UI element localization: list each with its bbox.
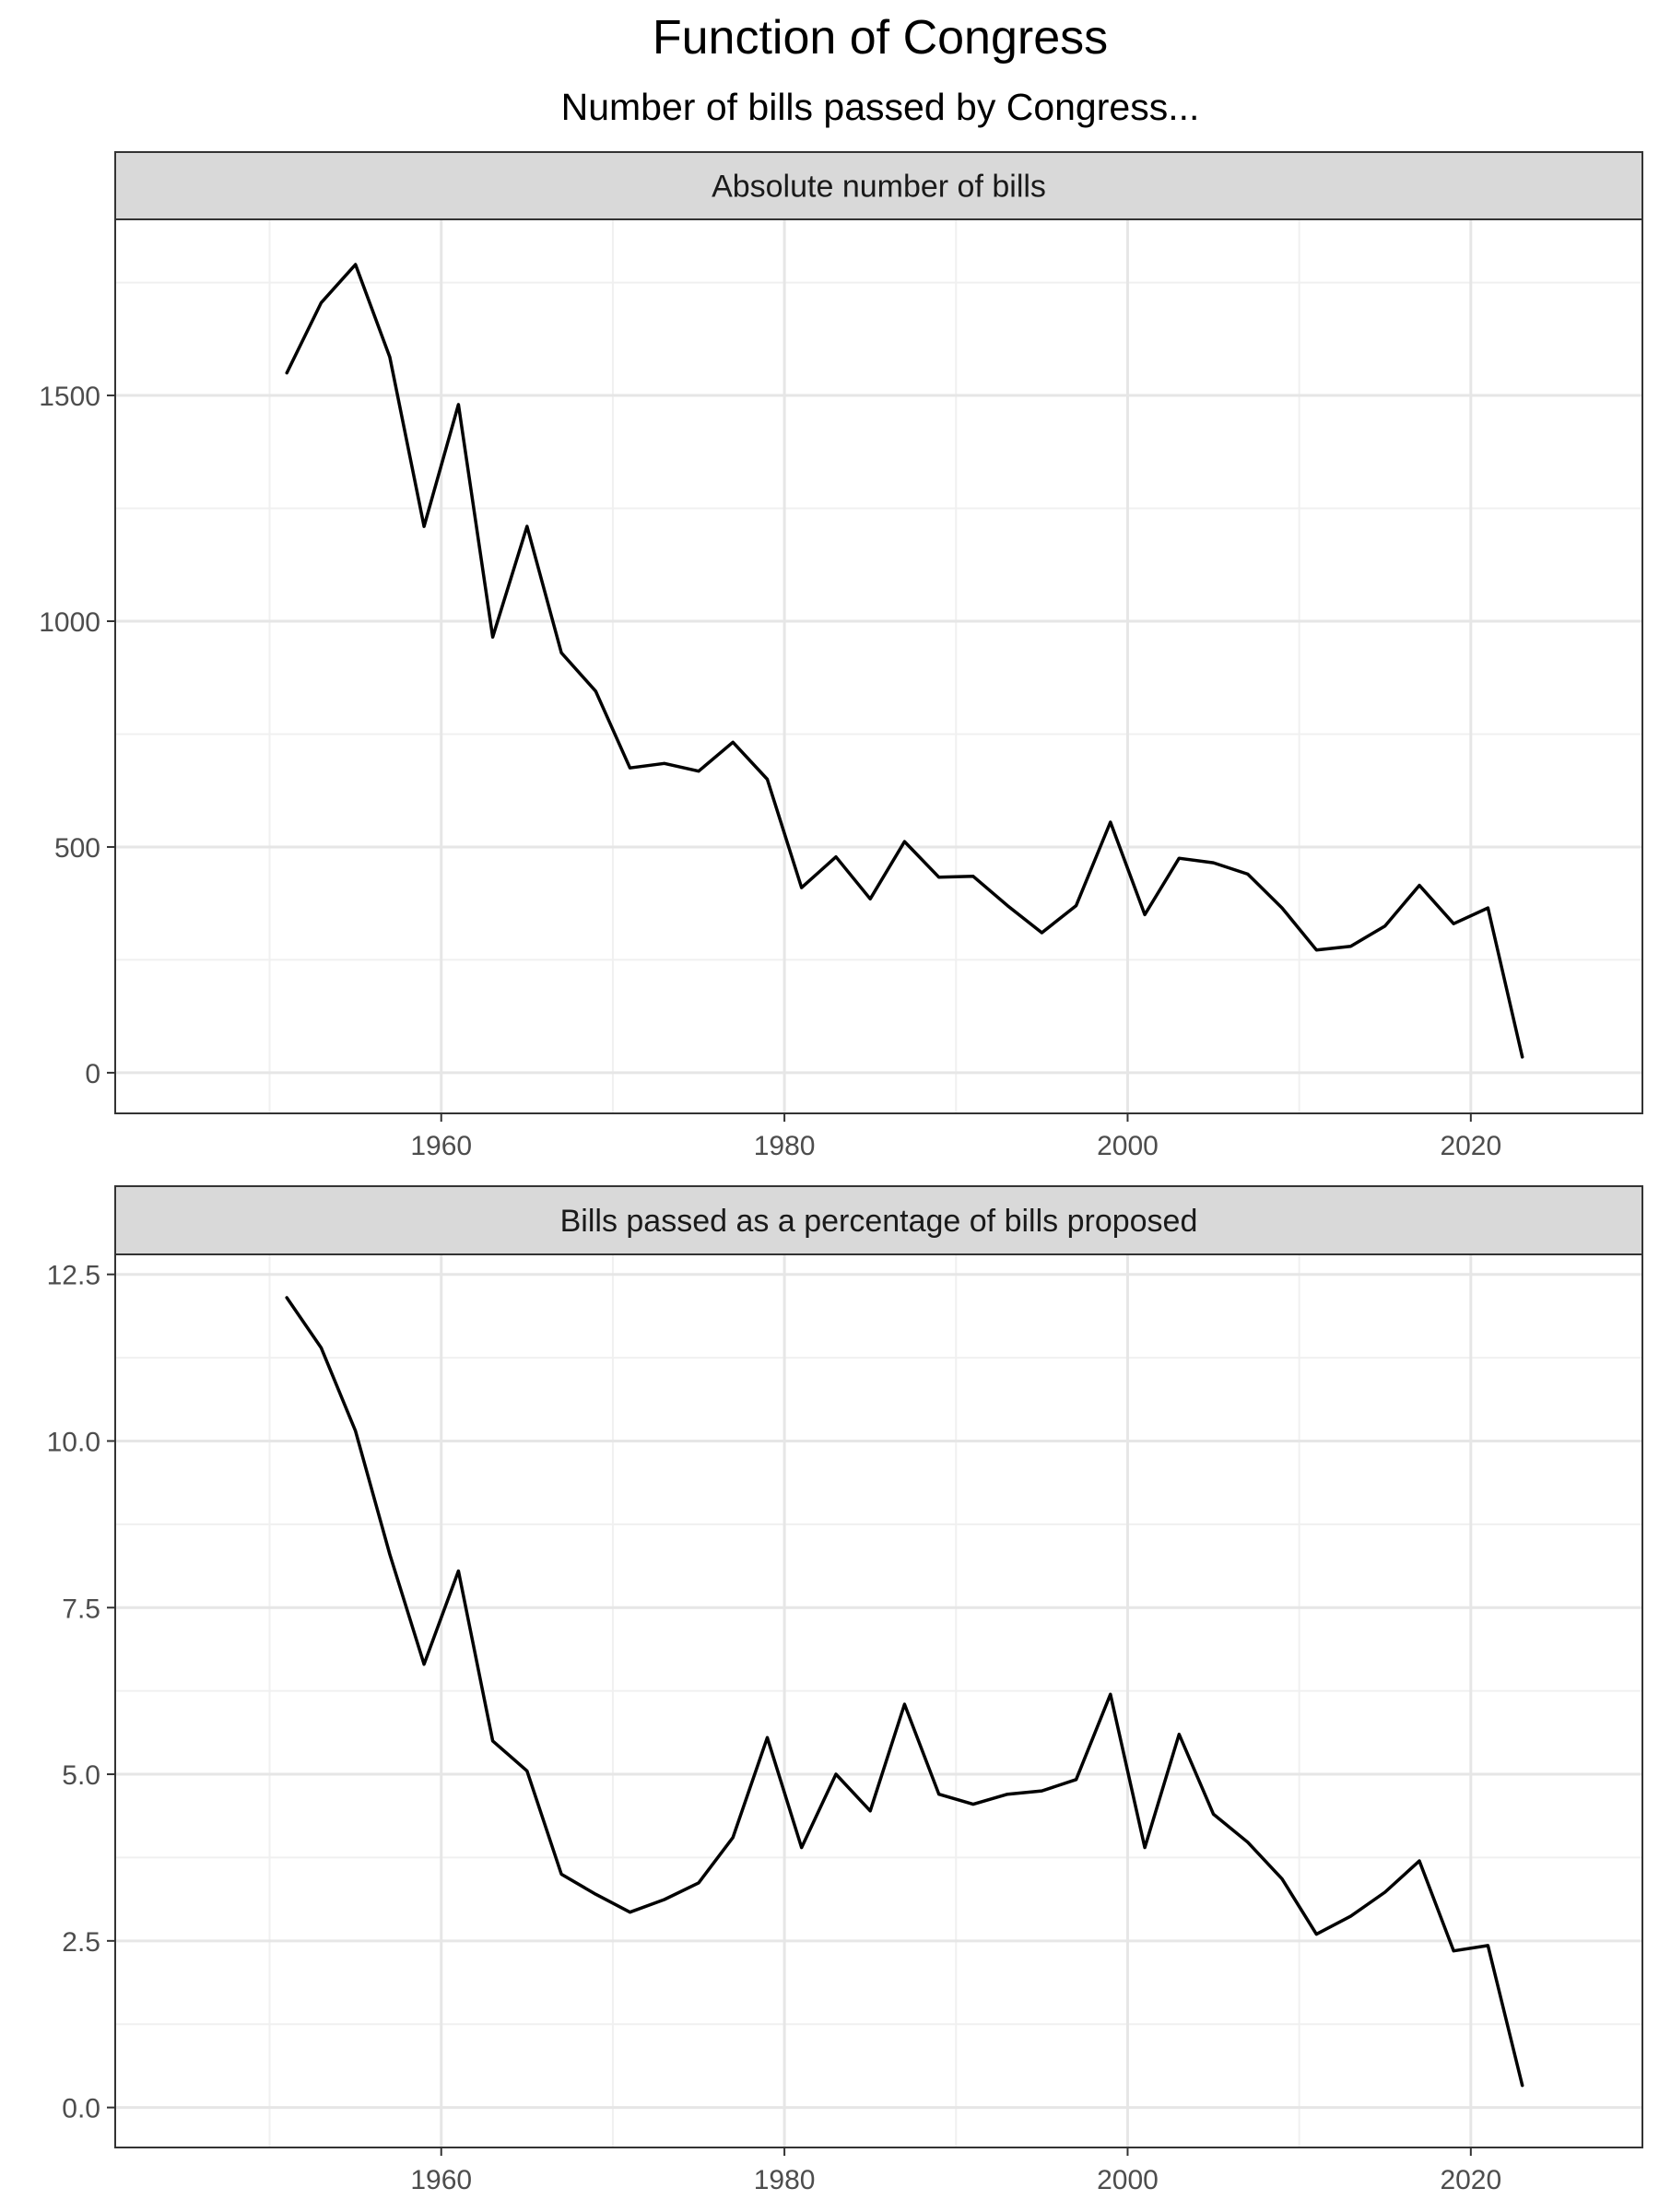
x-tick-label: 2020 — [1440, 1131, 1501, 1161]
x-tick-label: 1960 — [410, 1131, 472, 1161]
facet-strip — [114, 1185, 1643, 1255]
panel-2: Bills passed as a percentage of bills pr… — [47, 1185, 1643, 2195]
y-tick-label: 10.0 — [47, 1427, 100, 1457]
y-tick-label: 1000 — [39, 607, 100, 638]
y-tick-label: 0 — [85, 1059, 100, 1089]
plot-background — [115, 219, 1642, 1113]
y-tick-label: 2.5 — [62, 1927, 100, 1958]
x-tick-label: 1960 — [410, 2165, 472, 2195]
y-tick-label: 5.0 — [62, 1760, 100, 1791]
x-tick-label: 1980 — [754, 1131, 816, 1161]
y-tick-label: 12.5 — [47, 1261, 100, 1291]
plot-background — [115, 1254, 1642, 2147]
facet-panels: Absolute number of bills 0 500 1000 1500 1960… — [39, 151, 1643, 2195]
y-tick-label: 7.5 — [62, 1594, 100, 1624]
chart-title: Function of Congress — [653, 11, 1108, 65]
y-tick-label: 0.0 — [62, 2094, 100, 2124]
series-line — [285, 1296, 1524, 2088]
facet-strip — [114, 151, 1643, 220]
series-line — [285, 263, 1524, 1059]
facet-strip-label: Absolute number of bills — [712, 170, 1046, 205]
y-tick-label: 500 — [54, 833, 100, 864]
x-tick-label: 1980 — [754, 2165, 816, 2195]
x-tick-label: 2000 — [1097, 2165, 1159, 2195]
panel-border — [114, 1253, 1643, 2148]
y-tick-label: 1500 — [39, 382, 100, 412]
x-tick-label: 2020 — [1440, 2165, 1501, 2195]
facet-strip-label: Bills passed as a percentage of bills pr… — [560, 1204, 1198, 1239]
panel-border — [114, 218, 1643, 1114]
chart-subtitle: Number of bills passed by Congress... — [561, 86, 1200, 128]
panel-1: Absolute number of bills 0 500 1000 1500 1960… — [39, 151, 1643, 1161]
x-tick-label: 2000 — [1097, 1131, 1159, 1161]
